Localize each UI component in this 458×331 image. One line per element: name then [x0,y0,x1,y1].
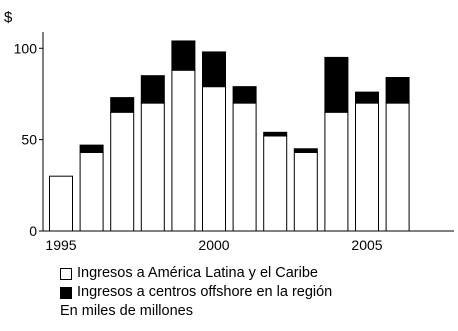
units-note: En miles de millones [60,303,193,319]
legend-swatch-latin-america [60,267,72,280]
bar-latin-america-1997 [110,111,135,232]
y-tick-label-100: 100 [14,40,38,56]
bar-latin-america-2003 [293,151,318,232]
bar-offshore-2002 [263,131,288,137]
bar-latin-america-2000 [202,86,226,232]
bar-offshore-2006 [385,77,410,104]
bar-offshore-2001 [232,86,257,104]
bar-offshore-1999 [171,40,196,71]
y-tick-label-0: 0 [29,223,37,239]
legend-label-offshore: Ingresos a centros offshore en la región [77,284,333,300]
bar-latin-america-2004 [324,111,349,232]
bar-offshore-2003 [293,148,318,153]
bar-offshore-1997 [110,97,135,113]
bar-offshore-2000 [202,51,226,88]
x-tick-label-2000: 2000 [198,237,229,253]
legend-label-latin-america: Ingresos a América Latina y el Caribe [77,265,318,281]
x-tick-label-1995: 1995 [45,237,76,253]
bar-offshore-1998 [140,75,165,104]
x-tick-label-2005: 2005 [351,237,382,253]
legend-swatch-offshore [60,286,72,299]
legend-item-latin-america: Ingresos a América Latina y el Caribe [60,264,332,283]
bar-offshore-2004 [324,56,349,113]
bar-offshore-1996 [79,144,104,153]
bar-latin-america-1998 [140,102,165,232]
bar-latin-america-2005 [355,102,379,232]
bar-latin-america-2002 [263,135,288,232]
bar-latin-america-1995 [49,175,73,232]
bar-latin-america-1996 [79,151,104,232]
y-axis-label: $ [4,9,13,26]
bar-latin-america-2001 [232,102,257,232]
legend: Ingresos a América Latina y el Caribe In… [60,264,332,302]
y-tick-label-50: 50 [21,132,37,148]
bar-offshore-2005 [355,91,379,104]
bar-latin-america-2006 [385,102,410,232]
bar-chart: 0 50 100$1995 2000 2005 [4,9,454,253]
legend-item-offshore: Ingresos a centros offshore en la región [60,283,332,302]
bar-latin-america-1999 [171,69,196,232]
